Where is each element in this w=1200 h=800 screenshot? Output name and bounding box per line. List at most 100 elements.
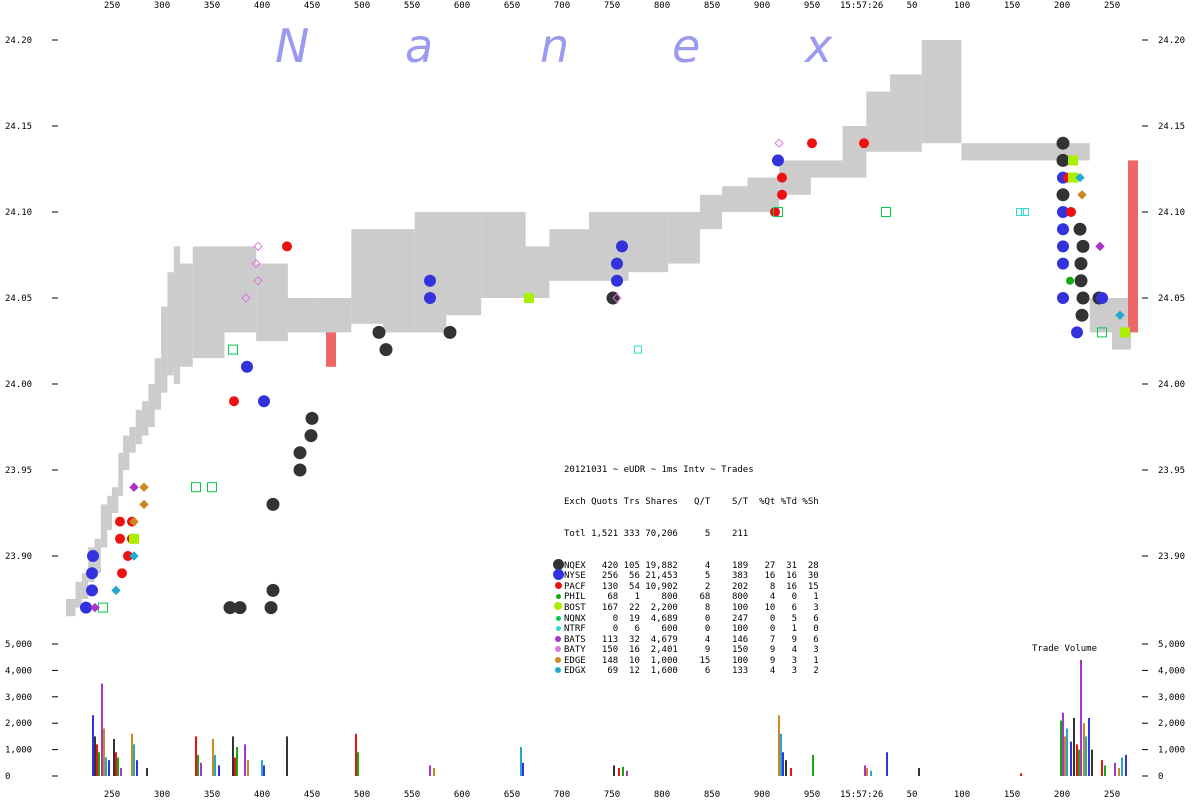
volume-bar (626, 770, 628, 776)
quote-point-baty (253, 241, 263, 252)
stats-marker-dot (555, 656, 561, 663)
bottom-tick-label: 300 (154, 790, 170, 800)
stats-total-row: Totl 1,521 333 70,206 5 211 (564, 528, 749, 539)
volume-bar (778, 715, 780, 776)
volume-bar (136, 760, 138, 776)
quote-point-ntrf (1021, 208, 1029, 216)
volume-bars (92, 659, 1127, 776)
quote-point-nqex (266, 497, 280, 511)
top-tick-label: 750 (604, 1, 620, 11)
bottom-tick-label: 250 (104, 790, 120, 800)
nbbo-band-segment (668, 212, 700, 264)
top-time-label: 15:57:26 (840, 1, 883, 11)
quote-point-nqex (266, 583, 280, 597)
volume-bar (131, 733, 133, 776)
stats-row-marker (552, 569, 564, 584)
nbbo-band-segment (66, 599, 76, 617)
stats-marker-dot (555, 646, 561, 653)
stats-row: NQNX 0 19 4,689 0 247 0 5 6 (552, 614, 819, 625)
volume-bar (195, 736, 197, 776)
nbbo-band-segment (414, 212, 447, 333)
quote-point-nqex (233, 601, 247, 615)
stats-row: BATY 150 16 2,401 9 150 9 4 3 (552, 645, 819, 656)
volume-bar (101, 683, 103, 776)
stats-rows: NQEX 420 105 19,882 4 189 27 31 28 NYSE 2… (552, 558, 819, 678)
quote-point-nyse (1057, 223, 1069, 236)
quote-point-nqex (1073, 222, 1087, 236)
quote-point-nyse (1057, 257, 1069, 270)
watermark-letter: n (540, 19, 569, 73)
top-tick-label: 900 (754, 1, 770, 11)
nbbo-band-segment (224, 246, 257, 333)
nbbo-band-segment (148, 384, 155, 427)
quote-point-pacf (229, 396, 239, 407)
quote-point-pacf (1066, 207, 1076, 217)
nbbo-band-segment (1016, 143, 1062, 161)
volume-bar (117, 757, 119, 776)
volume-tick-label-left: 5,000 (5, 640, 32, 650)
volume-bar (1088, 717, 1090, 776)
stats-row-text: BOST 167 22 2,200 8 100 10 6 3 (564, 602, 819, 613)
top-tick-label: 700 (554, 1, 570, 11)
top-tick-label: 950 (804, 1, 820, 11)
stats-row: NTRF 0 6 600 0 100 0 1 0 (552, 624, 819, 635)
volume-bar (357, 752, 359, 776)
volume-bar (522, 762, 524, 776)
quote-point-nqex (1075, 308, 1089, 322)
quote-point-nqnx (1097, 327, 1107, 338)
quote-point-nyse (611, 257, 623, 270)
quote-point-pacf (807, 138, 817, 149)
stats-row-text: PACF 130 54 10,902 2 202 8 16 15 (564, 581, 819, 592)
quote-point-nyse (241, 360, 253, 373)
price-tick-label-right: 23.90 (1158, 552, 1185, 562)
volume-bar (1091, 749, 1093, 776)
top-tick-label: 550 (404, 1, 420, 11)
quote-point-nyse (424, 292, 436, 304)
stats-marker-dot (555, 667, 561, 674)
volume-bar (234, 757, 236, 776)
volume-bar (866, 768, 868, 776)
quote-point-edgx (1075, 172, 1085, 183)
nbbo-band-segment (142, 401, 149, 436)
volume-bar (113, 739, 115, 776)
quote-point-bats (129, 482, 139, 492)
stats-marker-dot (552, 569, 564, 581)
nbbo-band-segment (842, 126, 867, 178)
nbbo-band-segment (123, 435, 130, 470)
bottom-tick-label: 50 (907, 790, 918, 800)
quote-point-pacf (777, 189, 787, 200)
quote-point-nqex (1074, 274, 1088, 288)
nbbo-band-segment (628, 212, 669, 273)
stats-row: NQEX 420 105 19,882 4 189 27 31 28 (552, 558, 819, 572)
nbbo-band-segment (890, 74, 922, 152)
volume-bar (247, 760, 249, 776)
top-tick-label: 200 (1054, 1, 1070, 11)
nbbo-band-segment (81, 573, 89, 599)
bottom-tick-label: 700 (554, 790, 570, 800)
volume-bar (864, 765, 866, 776)
stats-row-text: BATS 113 32 4,679 4 146 7 9 6 (564, 634, 819, 645)
volume-bar (520, 746, 522, 776)
quote-point-pacf (115, 533, 125, 544)
bottom-tick-label: 150 (1004, 790, 1020, 800)
quote-point-edge (139, 499, 149, 510)
top-tick-label: 250 (104, 1, 120, 11)
nbbo-band-segment (173, 246, 181, 384)
price-tick-label-right: 24.05 (1158, 294, 1185, 304)
volume-tick-label-left: 1,000 (5, 746, 32, 756)
quote-point-nqex (264, 601, 278, 615)
volume-bar (1085, 736, 1087, 776)
quote-point-nqex (1056, 188, 1070, 202)
volume-bar (1070, 741, 1072, 776)
quote-point-nyse (80, 601, 92, 614)
volume-tick-label-right: 2,000 (1158, 719, 1185, 729)
volume-bar (218, 765, 220, 776)
price-tick-label-left: 24.10 (5, 208, 32, 218)
bottom-tick-label: 350 (204, 790, 220, 800)
quote-point-baty (251, 258, 261, 269)
price-tick-label-left: 23.95 (5, 466, 32, 476)
quote-point-nqex (293, 463, 307, 477)
volume-axis-left: 5,000 4,000 3,000 2,000 1,000 0 (5, 640, 58, 782)
volume-bar (1020, 773, 1022, 776)
